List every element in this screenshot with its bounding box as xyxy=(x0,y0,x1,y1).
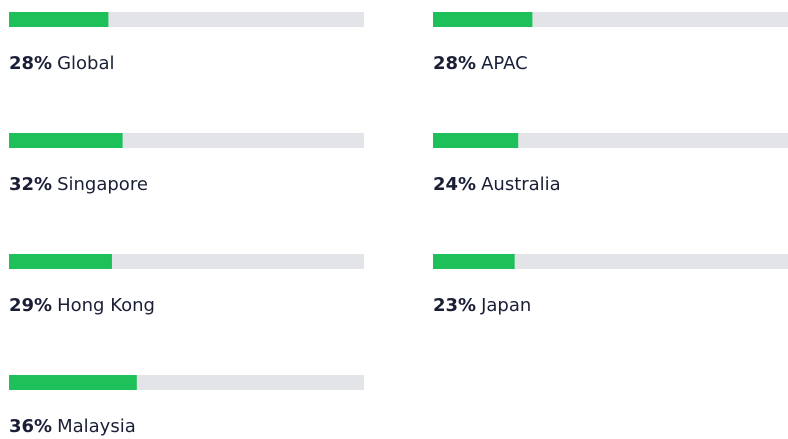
progress-item: 28% APAC xyxy=(433,12,788,74)
progress-item: 32% Singapore xyxy=(9,133,364,195)
value-label: 32% xyxy=(9,174,52,195)
category-label: Hong Kong xyxy=(57,295,155,316)
value-label: 28% xyxy=(433,53,476,74)
progress-item: 29% Hong Kong xyxy=(9,254,364,316)
category-label: Japan xyxy=(480,295,531,316)
item-label: 24% Australia xyxy=(433,174,561,195)
bar xyxy=(9,133,123,148)
category-label: Singapore xyxy=(57,174,148,195)
value-label: 29% xyxy=(9,295,52,316)
item-label: 29% Hong Kong xyxy=(9,295,155,316)
item-label: 32% Singapore xyxy=(9,174,148,195)
bar xyxy=(433,12,533,27)
bar xyxy=(9,254,112,269)
progress-item: 36% Malaysia xyxy=(9,375,364,437)
category-label: APAC xyxy=(481,53,528,74)
bar xyxy=(433,254,515,269)
category-label: Global xyxy=(57,53,114,74)
value-label: 28% xyxy=(9,53,52,74)
progress-item: 28% Global xyxy=(9,12,364,74)
value-label: 24% xyxy=(433,174,476,195)
bar-track xyxy=(433,133,788,148)
value-label: 23% xyxy=(433,295,476,316)
category-label: Australia xyxy=(481,174,561,195)
bar xyxy=(9,375,137,390)
category-label: Malaysia xyxy=(57,416,136,437)
item-label: 28% APAC xyxy=(433,53,528,74)
bar xyxy=(433,133,519,148)
bar xyxy=(9,12,109,27)
bar-track xyxy=(433,254,788,269)
progress-item: 24% Australia xyxy=(433,133,788,195)
progress-item: 23% Japan xyxy=(433,254,788,316)
item-label: 36% Malaysia xyxy=(9,416,136,437)
item-label: 23% Japan xyxy=(433,295,531,316)
item-label: 28% Global xyxy=(9,53,115,74)
value-label: 36% xyxy=(9,416,52,437)
